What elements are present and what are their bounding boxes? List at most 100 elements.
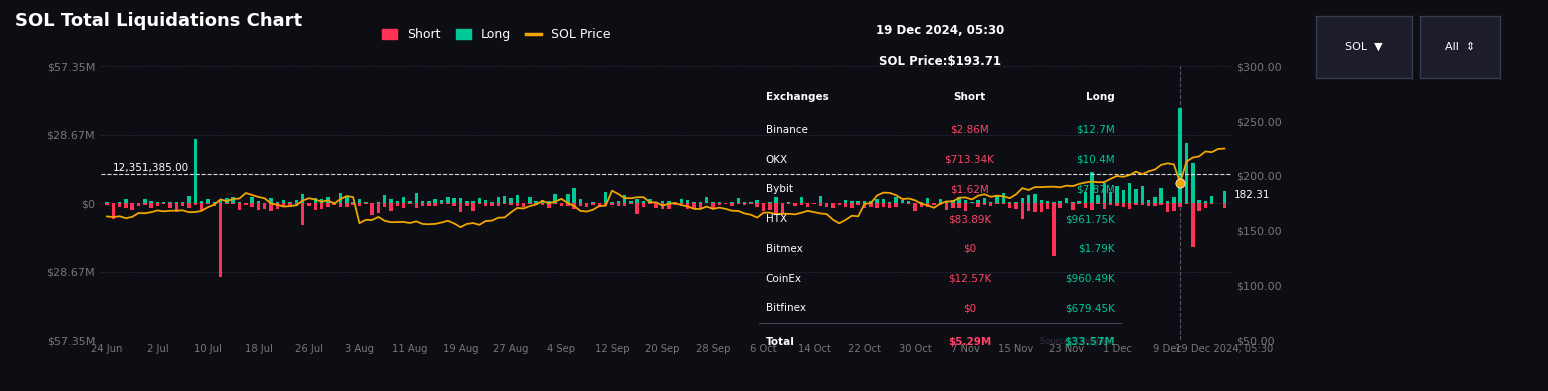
Bar xyxy=(288,203,291,206)
Bar xyxy=(187,203,190,208)
Text: $960.49K: $960.49K xyxy=(1065,274,1115,284)
Bar xyxy=(718,202,721,203)
Bar xyxy=(1071,202,1074,203)
Bar xyxy=(610,203,613,204)
Bar xyxy=(522,203,525,207)
Bar xyxy=(667,203,670,209)
Bar xyxy=(105,202,108,203)
Bar xyxy=(604,192,607,203)
Bar xyxy=(427,203,430,206)
Bar xyxy=(1135,203,1138,205)
Bar xyxy=(786,203,791,204)
Bar xyxy=(926,203,929,206)
Bar xyxy=(920,202,923,203)
Bar xyxy=(819,196,822,203)
Bar xyxy=(995,195,998,203)
Bar xyxy=(567,203,570,206)
Bar xyxy=(837,203,841,205)
Text: Source: Coinglass: Source: Coinglass xyxy=(1040,337,1115,346)
Bar xyxy=(1077,203,1081,204)
Bar xyxy=(534,203,539,204)
Bar xyxy=(604,203,607,205)
Bar xyxy=(1026,203,1031,211)
Text: $0: $0 xyxy=(963,303,977,314)
Bar xyxy=(831,203,834,208)
Bar xyxy=(1002,193,1005,203)
Bar xyxy=(540,199,545,203)
Bar xyxy=(169,203,172,208)
Bar xyxy=(768,203,771,210)
Bar xyxy=(136,203,141,206)
Bar xyxy=(692,203,695,209)
Bar xyxy=(731,203,734,206)
Bar xyxy=(1128,203,1132,208)
Bar xyxy=(163,202,166,203)
Bar xyxy=(932,203,935,204)
Bar xyxy=(950,200,955,203)
Bar xyxy=(768,202,771,203)
Bar xyxy=(351,202,354,203)
Bar xyxy=(1008,202,1011,203)
Bar xyxy=(1053,201,1056,203)
Bar xyxy=(491,203,494,206)
Bar xyxy=(314,198,317,203)
Bar xyxy=(1122,203,1125,207)
Text: OKX: OKX xyxy=(766,154,788,165)
Bar xyxy=(1090,172,1093,203)
Bar xyxy=(591,202,594,203)
Bar xyxy=(224,203,229,204)
Bar xyxy=(895,197,898,203)
Bar xyxy=(673,203,676,205)
Bar xyxy=(971,202,974,203)
Bar xyxy=(1141,186,1144,203)
Bar xyxy=(655,202,658,203)
Bar xyxy=(743,202,746,203)
Text: $83.89K: $83.89K xyxy=(947,214,991,224)
Bar xyxy=(579,199,582,203)
Bar xyxy=(844,203,847,207)
Bar xyxy=(446,197,449,203)
Bar xyxy=(515,203,519,206)
Bar xyxy=(396,201,399,203)
Bar xyxy=(1108,203,1113,205)
Bar xyxy=(1046,203,1050,209)
Bar xyxy=(509,203,512,205)
Bar xyxy=(661,201,664,203)
Bar xyxy=(610,202,613,203)
Text: HTX: HTX xyxy=(766,214,786,224)
Text: SOL  ▼: SOL ▼ xyxy=(1345,42,1382,52)
Text: Bitmex: Bitmex xyxy=(766,244,802,254)
Bar xyxy=(263,203,266,210)
Bar xyxy=(901,200,904,203)
Bar xyxy=(642,201,646,203)
Bar xyxy=(251,203,254,206)
Bar xyxy=(111,203,115,219)
Bar xyxy=(560,203,563,206)
Bar xyxy=(464,201,469,203)
Bar xyxy=(497,197,500,203)
Bar xyxy=(807,203,810,207)
Bar xyxy=(1102,183,1107,203)
Bar xyxy=(540,203,545,205)
Bar xyxy=(642,203,646,207)
Bar xyxy=(1153,203,1156,206)
Bar xyxy=(314,203,317,210)
Bar xyxy=(774,203,777,214)
Bar xyxy=(1147,203,1150,206)
Bar xyxy=(844,201,847,203)
Bar xyxy=(938,199,943,203)
Bar xyxy=(1172,197,1175,203)
Bar xyxy=(130,203,135,210)
Bar xyxy=(1071,203,1074,210)
Bar xyxy=(396,203,399,206)
Bar xyxy=(964,203,968,211)
Bar xyxy=(755,200,759,203)
Bar xyxy=(1141,203,1144,205)
Bar xyxy=(1096,196,1099,203)
Bar xyxy=(294,203,299,206)
Bar xyxy=(882,199,885,203)
Bar xyxy=(554,194,557,203)
Bar xyxy=(471,203,475,211)
Text: $679.45K: $679.45K xyxy=(1065,303,1115,314)
Bar xyxy=(206,203,209,204)
